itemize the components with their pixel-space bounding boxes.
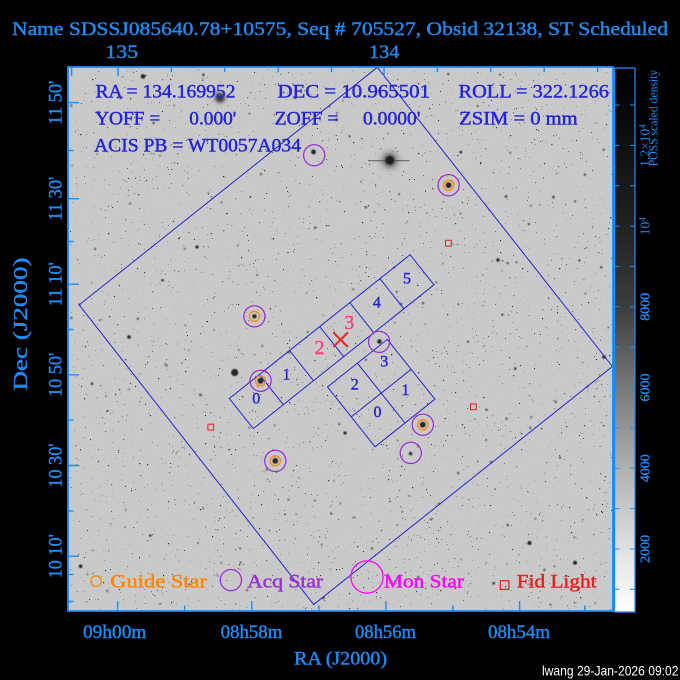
svg-text:ACIS PB = WT0057A034: ACIS PB = WT0057A034 (94, 137, 301, 157)
svg-text:2000: 2000 (638, 535, 653, 563)
svg-text:RA (J2000): RA (J2000) (294, 650, 387, 670)
svg-text:Dec (J2000): Dec (J2000) (10, 258, 32, 391)
svg-text:ZOFF = 0.0000': ZOFF = 0.0000' (275, 110, 421, 130)
svg-text:6000: 6000 (638, 373, 653, 401)
svg-text:ROLL = 322.1266: ROLL = 322.1266 (459, 83, 610, 103)
svg-text:DEC = 10.965501: DEC = 10.965501 (278, 83, 431, 103)
svg-text:135: 135 (105, 42, 138, 63)
svg-text:3: 3 (380, 354, 388, 371)
svg-text:134: 134 (369, 42, 400, 63)
svg-text:11 10': 11 10' (46, 262, 66, 306)
svg-text:0: 0 (374, 404, 382, 421)
svg-text:2: 2 (351, 377, 359, 394)
svg-text:Guide Star: Guide Star (110, 573, 207, 593)
svg-text:Acq Star: Acq Star (247, 573, 323, 593)
svg-text:10 50': 10 50' (46, 353, 66, 397)
svg-text:2: 2 (315, 337, 325, 359)
svg-text:8000: 8000 (638, 293, 653, 321)
svg-text:0: 0 (252, 391, 260, 408)
svg-text:11 30': 11 30' (46, 177, 66, 221)
svg-text:3: 3 (344, 312, 354, 334)
svg-text:10 10': 10 10' (46, 534, 66, 578)
svg-text:Mon Star: Mon Star (384, 573, 464, 593)
svg-text:YOFF = 0.000': YOFF = 0.000' (95, 110, 236, 130)
svg-text:10 30': 10 30' (46, 443, 66, 487)
svg-text:1.2×104: 1.2×104 (638, 124, 653, 167)
svg-text:4: 4 (373, 295, 381, 312)
svg-text:Name SDSSJ085640.78+10575, Seq: Name SDSSJ085640.78+10575, Seq # 705527,… (12, 20, 669, 40)
svg-text:08h54m: 08h54m (488, 622, 550, 643)
svg-text:08h58m: 08h58m (221, 622, 283, 643)
svg-text:RA = 134.169952: RA = 134.169952 (96, 83, 236, 103)
svg-text:1: 1 (402, 382, 410, 399)
svg-text:POSS scaled density: POSS scaled density (647, 69, 661, 166)
svg-text:08h56m: 08h56m (355, 622, 416, 643)
svg-text:1: 1 (283, 367, 291, 384)
svg-text:09h00m: 09h00m (83, 622, 147, 643)
svg-text:Fid Light: Fid Light (517, 573, 598, 593)
svg-text:4000: 4000 (638, 454, 653, 482)
svg-text:lwang 29-Jan-2026 09:02: lwang 29-Jan-2026 09:02 (542, 663, 679, 679)
svg-text:5: 5 (403, 271, 411, 288)
svg-text:ZSIM = 0 mm: ZSIM = 0 mm (459, 110, 578, 130)
svg-text:11 50': 11 50' (46, 81, 66, 125)
